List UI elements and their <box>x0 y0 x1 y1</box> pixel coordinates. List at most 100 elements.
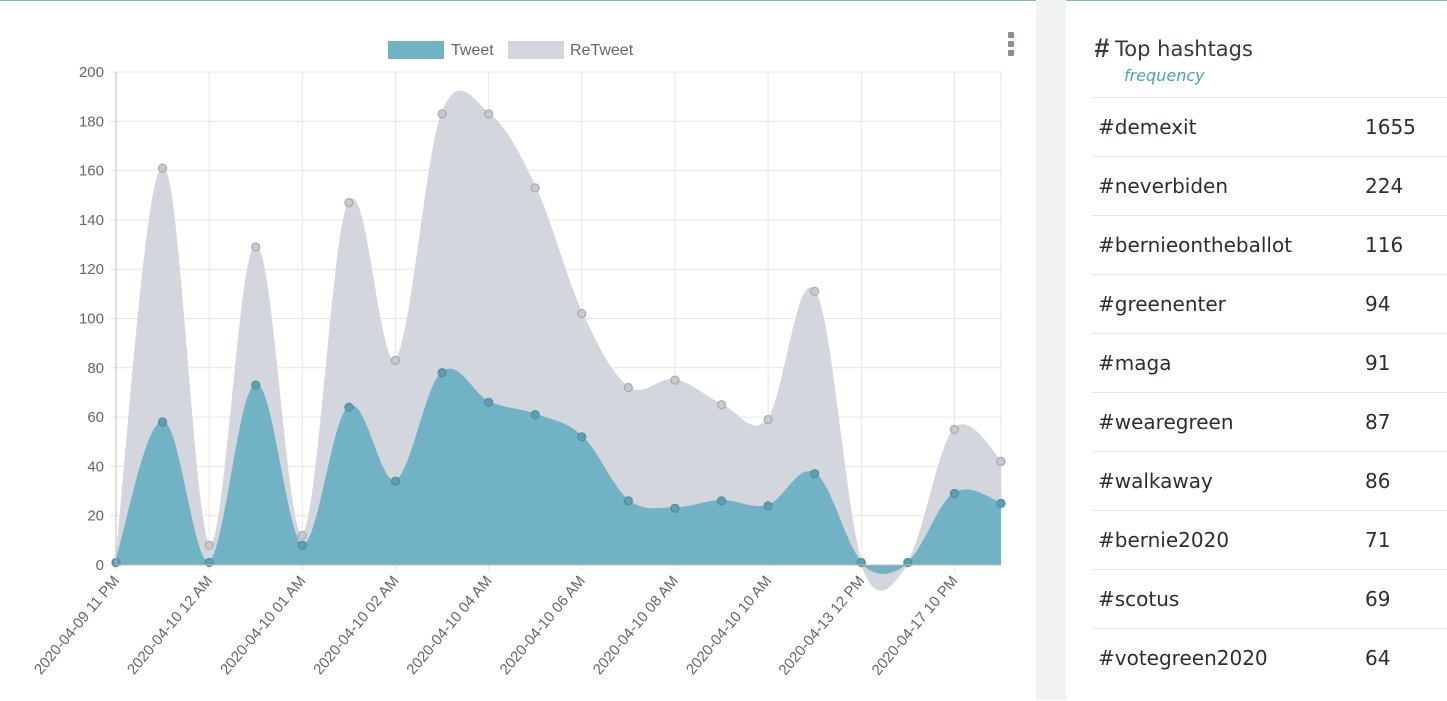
hashtag-count: 94 <box>1365 292 1391 316</box>
retweet-point <box>670 375 680 385</box>
x-tick-label: 2020-04-10 01 AM <box>217 573 309 678</box>
legend-swatch <box>508 41 564 59</box>
hashtag-row[interactable]: #bernieontheballot 116 <box>1092 215 1447 274</box>
tweet-point <box>577 432 587 442</box>
tweet-point <box>344 402 354 412</box>
retweet-point <box>204 540 214 550</box>
retweet-point <box>810 286 820 296</box>
retweet-point <box>949 424 960 435</box>
y-tick-label: 60 <box>87 409 104 426</box>
hashtag-count: 86 <box>1365 469 1391 493</box>
hashtag-row[interactable]: #demexit 1655 <box>1092 97 1447 156</box>
retweet-point <box>344 198 354 208</box>
hash-icon: # <box>1094 33 1110 63</box>
y-tick-label: 100 <box>79 311 104 328</box>
x-tick-label: 2020-04-10 06 AM <box>496 573 588 678</box>
y-tick-label: 80 <box>87 360 104 377</box>
panel-gutter <box>1036 0 1066 700</box>
tweet-point <box>949 488 960 499</box>
x-tick-label: 2020-04-10 08 AM <box>590 573 682 678</box>
hashtag-count: 91 <box>1365 351 1391 375</box>
hashtag-row[interactable]: #greenenter 94 <box>1092 274 1447 333</box>
tweet-point <box>996 498 1006 508</box>
y-tick-label: 20 <box>87 508 104 525</box>
hashtag-name: #maga <box>1098 351 1172 375</box>
tweet-area <box>116 369 1001 573</box>
retweet-point <box>623 382 633 393</box>
hashtag-row[interactable]: #neverbiden 224 <box>1092 156 1447 215</box>
x-tick-label: 2020-04-10 02 AM <box>310 573 402 678</box>
chart-menu-icon[interactable] <box>1004 32 1018 56</box>
x-tick-label: 2020-04-09 11 PM <box>31 573 123 678</box>
y-tick-label: 40 <box>87 458 104 475</box>
tweet-point <box>157 417 168 427</box>
hashtag-name: #bernieontheballot <box>1098 233 1293 257</box>
tweet-point <box>623 496 633 506</box>
x-tick-label: 2020-04-10 10 AM <box>683 573 775 678</box>
retweet-point <box>251 242 261 252</box>
retweet-point <box>437 109 447 119</box>
hashtag-count: 64 <box>1365 646 1391 670</box>
legend-swatch <box>388 41 444 59</box>
hashtag-name: #wearegreen <box>1098 410 1234 434</box>
hashtag-name: #walkaway <box>1098 469 1213 493</box>
hashtag-count: 224 <box>1365 174 1404 198</box>
hashtag-row[interactable]: #bernie2020 71 <box>1092 510 1447 569</box>
y-tick-label: 180 <box>79 113 104 130</box>
hashtag-row[interactable]: #walkaway 86 <box>1092 451 1447 510</box>
tweet-point <box>297 540 307 550</box>
hashtag-row[interactable]: #wearegreen 87 <box>1092 392 1447 451</box>
hashtag-list: #demexit 1655 #neverbiden 224 #bernieontheba… <box>1092 97 1447 687</box>
tweet-point <box>670 503 680 513</box>
hashtag-row[interactable]: #scotus 69 <box>1092 569 1447 628</box>
y-tick-label: 200 <box>79 64 104 81</box>
hashtag-name: #votegreen2020 <box>1098 646 1268 670</box>
panel-header: # Top hashtags frequency <box>1094 35 1253 86</box>
y-tick-label: 140 <box>79 212 104 229</box>
retweet-point <box>390 355 401 366</box>
tweet-retweet-area-chart: 0 20 40 60 80 100 120 140 160 180 200 2020-04-09 11… <box>31 41 1006 679</box>
chart-panel: 0 20 40 60 80 100 120 140 160 180 200 2020-04-09 11… <box>0 0 1036 679</box>
hashtag-name: #scotus <box>1098 587 1180 611</box>
hashtag-panel: # Top hashtags frequency #demexit 1655 #ne… <box>1066 0 1447 701</box>
tweet-point <box>390 476 401 486</box>
hashtag-count: 87 <box>1365 410 1391 434</box>
tweet-point <box>437 368 447 378</box>
retweet-point <box>716 400 727 410</box>
hashtag-count: 71 <box>1365 528 1391 552</box>
y-tick-label: 160 <box>79 163 104 180</box>
panel-title-row: # Top hashtags <box>1094 35 1253 62</box>
legend-label: ReTweet <box>570 42 634 59</box>
retweet-point <box>157 163 168 173</box>
x-tick-label: 2020-04-10 12 AM <box>124 573 216 678</box>
legend-label: Tweet <box>451 42 494 59</box>
tweet-point <box>251 380 261 390</box>
hashtag-count: 116 <box>1365 233 1404 257</box>
hashtag-name: #demexit <box>1098 115 1197 139</box>
panel-title: Top hashtags <box>1115 36 1253 61</box>
tweet-point <box>530 410 540 420</box>
hashtag-row[interactable]: #votegreen2020 64 <box>1092 628 1447 687</box>
retweet-point <box>297 530 307 541</box>
hashtag-name: #neverbiden <box>1098 174 1229 198</box>
y-tick-label: 0 <box>96 557 104 574</box>
panel-subtitle: frequency <box>1124 66 1205 85</box>
retweet-point <box>996 456 1006 467</box>
retweet-point <box>763 414 773 425</box>
tweet-point <box>716 496 727 506</box>
hashtag-name: #greenenter <box>1098 292 1226 316</box>
retweet-point <box>577 308 587 319</box>
tweet-point <box>484 397 494 407</box>
hashtag-name: #bernie2020 <box>1098 528 1230 552</box>
hashtag-count: 69 <box>1365 587 1391 611</box>
retweet-point <box>484 109 494 119</box>
y-tick-label: 120 <box>79 261 104 278</box>
tweet-point <box>763 501 773 511</box>
tweet-point <box>810 469 820 479</box>
x-tick-label: 2020-04-10 04 AM <box>403 573 495 678</box>
hashtag-row[interactable]: #maga 91 <box>1092 333 1447 392</box>
retweet-line <box>115 90 1002 591</box>
hashtag-count: 1655 <box>1365 115 1416 139</box>
x-tick-label: 2020-04-13 12 PM <box>775 573 868 679</box>
retweet-point <box>530 183 540 193</box>
